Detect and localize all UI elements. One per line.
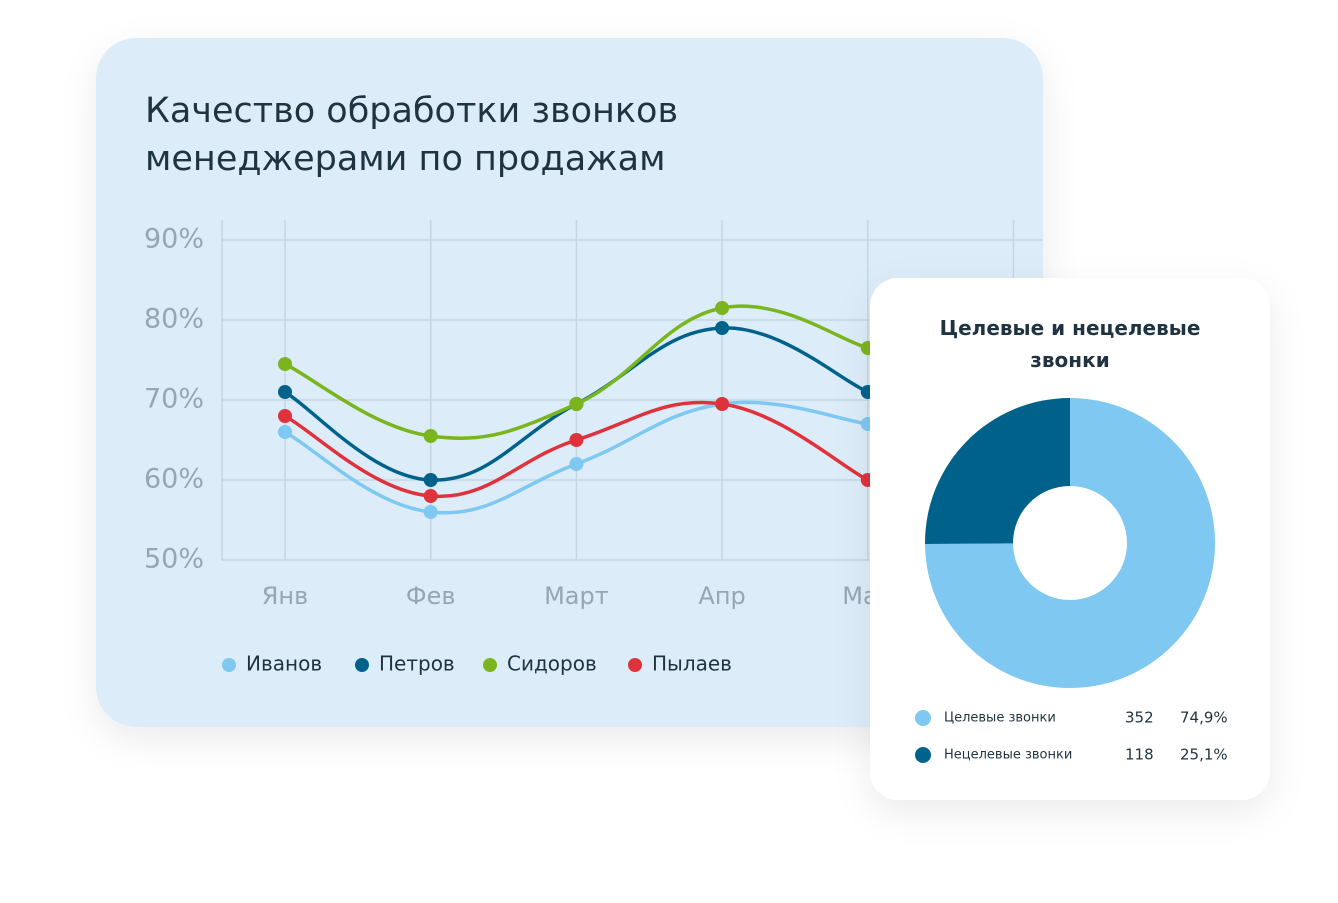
- legend-marker: [915, 710, 931, 726]
- data-point: [278, 385, 292, 399]
- legend-label: Целевые звонки: [944, 711, 1056, 726]
- y-tick-label: 50%: [144, 544, 204, 575]
- x-tick-label: Март: [544, 582, 609, 610]
- legend-marker: [355, 658, 369, 672]
- legend-label: Нецелевые звонки: [944, 748, 1072, 763]
- legend-marker: [483, 658, 497, 672]
- data-point: [569, 457, 584, 471]
- chart-title: Качество обработки звонков менеджерами по…: [145, 91, 678, 179]
- donut-segment: [925, 398, 1215, 688]
- x-tick-label: Апр: [698, 582, 745, 610]
- data-point: [423, 473, 438, 487]
- y-tick-label: 80%: [144, 304, 204, 335]
- donut-segment: [925, 398, 1070, 544]
- donut-card: [870, 278, 1270, 800]
- chart-title: Целевые и нецелевые звонки: [940, 316, 1201, 372]
- line-card: [96, 38, 1043, 727]
- x-tick-label: Фев: [406, 582, 456, 610]
- legend-label: Сидоров: [507, 652, 597, 676]
- legend-marker: [628, 658, 642, 672]
- data-point: [715, 301, 730, 315]
- legend-label: Петров: [379, 652, 455, 676]
- legend-value: 352: [1125, 709, 1154, 727]
- data-point: [715, 397, 730, 411]
- data-point: [278, 409, 292, 423]
- data-point: [569, 397, 584, 411]
- legend-label: Пылаев: [652, 652, 732, 676]
- legend-label: Иванов: [246, 652, 322, 676]
- y-tick-label: 70%: [144, 384, 204, 415]
- x-tick-label: Янв: [262, 582, 309, 610]
- y-tick-label: 60%: [144, 464, 204, 495]
- data-point: [715, 321, 730, 335]
- data-point: [423, 489, 438, 503]
- legend-share: 74,9%: [1180, 709, 1228, 727]
- data-point: [423, 505, 438, 519]
- legend-marker: [915, 747, 931, 763]
- data-point: [569, 433, 584, 447]
- data-point: [278, 357, 292, 371]
- y-tick-label: 90%: [144, 224, 204, 255]
- legend-marker: [222, 658, 236, 672]
- data-point: [423, 429, 438, 443]
- data-point: [278, 425, 292, 439]
- legend-share: 25,1%: [1180, 746, 1228, 764]
- donut-chart: Целевые и нецелевые звонки Целевые звонки 3…: [915, 316, 1228, 764]
- legend-value: 118: [1125, 746, 1154, 764]
